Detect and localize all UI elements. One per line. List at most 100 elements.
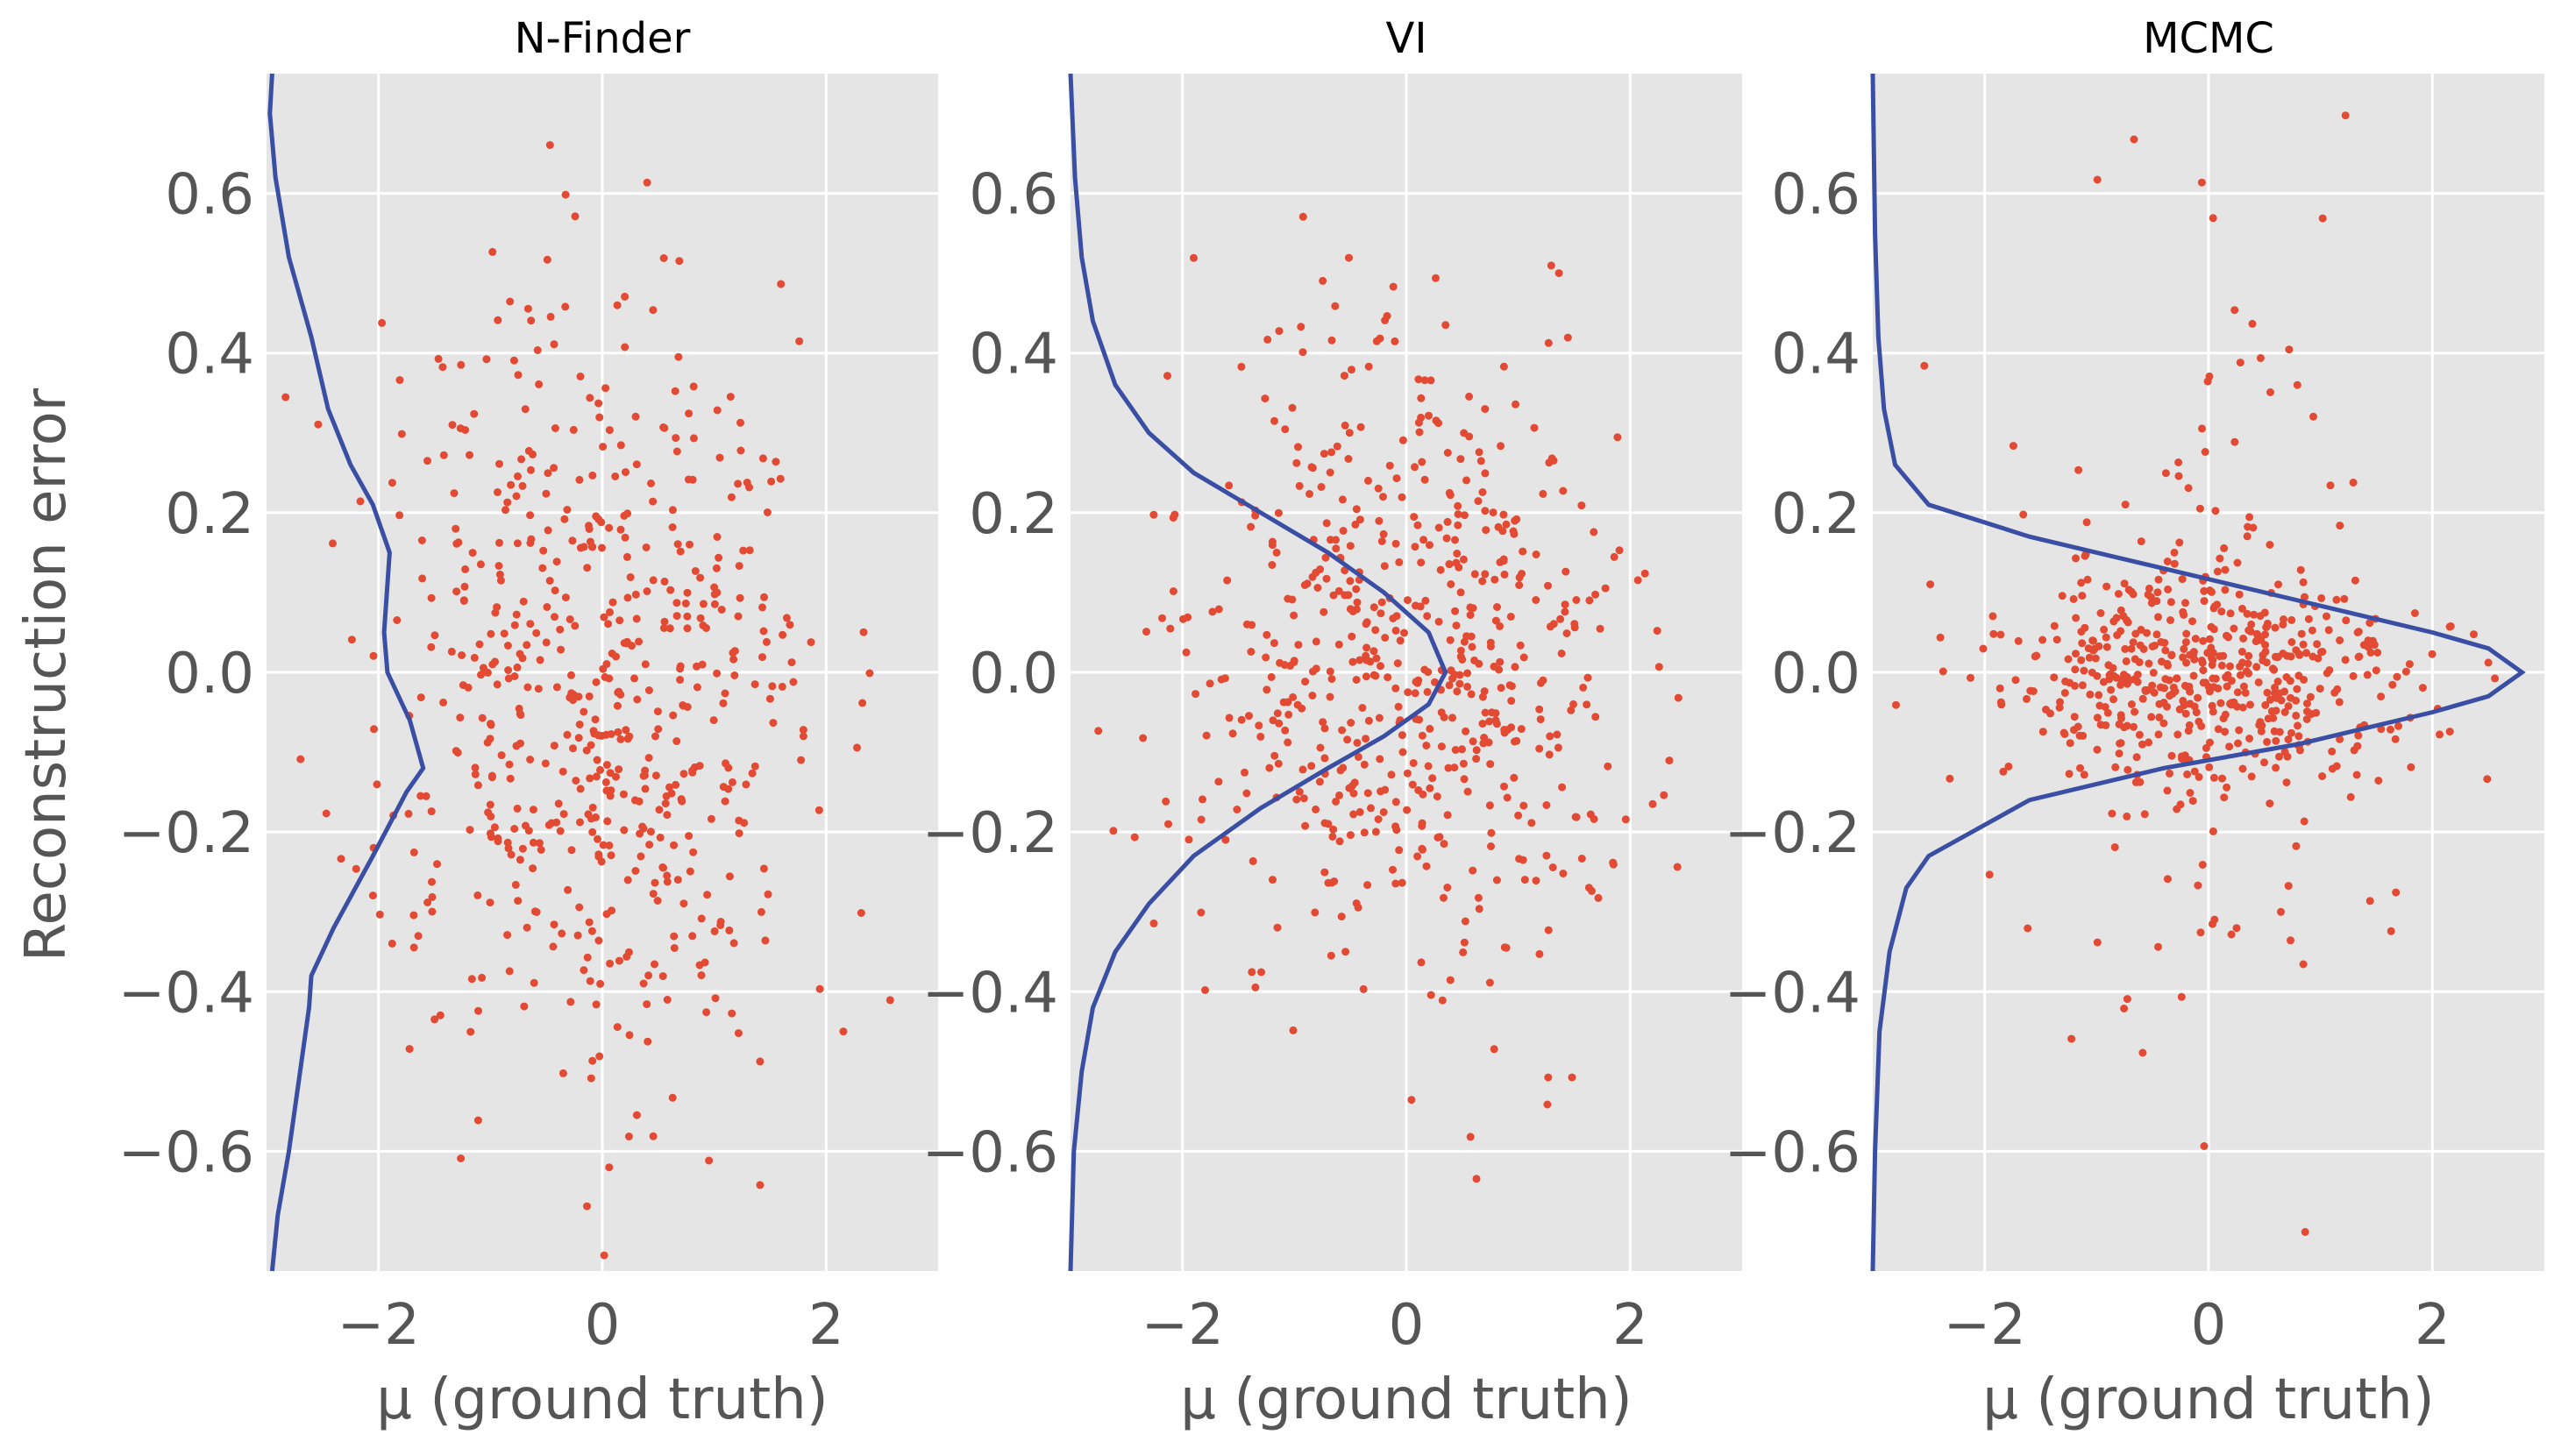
data-point — [1484, 738, 1493, 747]
data-point — [670, 841, 678, 849]
data-point — [493, 680, 502, 689]
data-point — [758, 653, 766, 662]
data-point — [2102, 721, 2110, 729]
data-point — [1516, 641, 1525, 650]
data-point — [1379, 493, 1387, 501]
data-point — [405, 1045, 414, 1054]
data-point — [1514, 811, 1523, 820]
data-point — [488, 660, 497, 669]
data-point — [1362, 672, 1370, 681]
data-point — [2230, 306, 2239, 315]
data-point — [1338, 495, 1347, 504]
data-point — [641, 660, 650, 669]
data-point — [2372, 666, 2380, 675]
data-point — [2309, 412, 2317, 421]
data-point — [1544, 926, 1553, 934]
data-point — [2318, 214, 2327, 223]
data-point — [1448, 714, 1456, 722]
data-point — [456, 714, 465, 722]
data-point — [527, 316, 536, 325]
data-point — [2154, 942, 2162, 951]
data-point — [404, 809, 413, 818]
data-point — [713, 406, 722, 415]
data-point — [1170, 510, 1179, 519]
data-point — [1442, 534, 1451, 543]
data-point — [2127, 700, 2136, 708]
data-point — [1481, 405, 1490, 414]
data-point — [1539, 489, 1547, 498]
data-point — [1363, 881, 1372, 890]
data-point — [2484, 658, 2493, 667]
data-point — [1431, 678, 1439, 686]
data-point — [1346, 577, 1355, 586]
data-point — [2223, 631, 2230, 640]
data-point — [296, 755, 305, 764]
y-tick-label: −0.2 — [1725, 801, 1860, 866]
data-point — [2138, 1048, 2147, 1057]
data-point — [2284, 735, 2293, 744]
data-point — [1544, 581, 1552, 590]
data-point — [2277, 907, 2285, 916]
data-point — [516, 739, 524, 748]
data-point — [2116, 680, 2125, 689]
y-tick-label: 0.4 — [1771, 323, 1860, 387]
data-point — [688, 766, 697, 775]
data-point — [2135, 730, 2144, 739]
data-point — [1563, 333, 1572, 342]
data-point — [2195, 772, 2203, 781]
data-point — [1926, 580, 1935, 589]
data-point — [409, 911, 418, 920]
data-point — [2074, 465, 2083, 474]
data-point — [329, 539, 337, 548]
data-point — [1459, 948, 1468, 956]
data-point — [1202, 731, 1211, 740]
data-point — [751, 762, 759, 771]
data-point — [585, 522, 593, 530]
data-point — [1247, 522, 1256, 531]
data-point — [1348, 782, 1356, 790]
data-point — [1545, 458, 1554, 467]
data-point — [2050, 673, 2059, 682]
panel-title: N-Finder — [515, 14, 691, 63]
data-point — [686, 540, 694, 549]
data-point — [486, 800, 494, 809]
data-point — [569, 690, 578, 699]
data-point — [2249, 523, 2258, 532]
data-point — [576, 373, 585, 380]
data-point — [514, 897, 523, 906]
data-point — [2370, 641, 2379, 650]
data-point — [734, 1029, 743, 1038]
data-point — [1435, 833, 1444, 842]
data-point — [602, 761, 611, 769]
data-point — [1197, 815, 1206, 824]
data-point — [2199, 678, 2208, 687]
data-point — [2293, 685, 2301, 693]
data-point — [2205, 763, 2214, 771]
data-point — [1499, 510, 1508, 519]
data-point — [2257, 727, 2266, 735]
data-point — [669, 711, 678, 720]
x-tick-label: −2 — [1943, 1293, 2025, 1358]
data-point — [1601, 584, 1610, 593]
data-point — [552, 818, 561, 827]
data-point — [1377, 598, 1386, 607]
data-point — [2260, 758, 2268, 767]
data-point — [649, 890, 658, 898]
data-point — [1665, 756, 1674, 765]
data-point — [430, 631, 439, 640]
data-point — [545, 577, 554, 585]
data-point — [1996, 630, 2005, 639]
data-point — [1572, 813, 1581, 821]
data-point — [575, 721, 584, 728]
data-point — [2272, 736, 2280, 745]
data-point — [1326, 667, 1334, 676]
data-point — [644, 754, 653, 762]
data-point — [1284, 738, 1292, 747]
data-point — [1419, 536, 1428, 544]
data-point — [1348, 657, 1357, 666]
data-point — [1548, 863, 1557, 871]
data-point — [2153, 588, 2162, 597]
data-point — [1281, 726, 1290, 735]
data-point — [1328, 832, 1337, 841]
data-point — [1414, 375, 1423, 384]
